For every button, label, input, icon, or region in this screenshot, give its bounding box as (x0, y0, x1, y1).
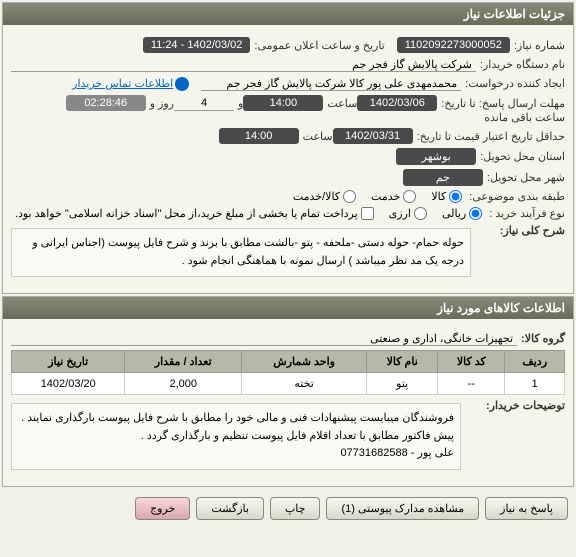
desc-label: شرح کلی نیاز: (475, 224, 565, 237)
cell-qty: 2,000 (125, 373, 242, 395)
buyer-notes-label: توضیحات خریدار: (465, 399, 565, 412)
cat-both-option[interactable]: کالا/خدمت (293, 190, 359, 203)
contact-link[interactable]: اطلاعات تماس خریدار (72, 77, 173, 90)
proc-rial-radio[interactable] (469, 207, 482, 220)
saat-label-2: ساعت (303, 130, 333, 143)
credit-label: حداقل تاریخ اعتبار قیمت تا تاریخ: (417, 130, 565, 143)
group-value (11, 331, 517, 346)
cell-unit: تخته (242, 373, 367, 395)
desc-text: حوله حمام- حوله دستی -ملحفه - پتو -بالشت… (11, 228, 471, 277)
payment-note-text: پرداخت تمام یا بخشی از مبلغ خرید،از محل … (15, 207, 358, 220)
niaz-no-label: شماره نیاز: (514, 39, 565, 52)
announce-label: تاریخ و ساعت اعلان عمومی: (254, 39, 384, 52)
credit-date: 1402/03/31 (333, 128, 413, 144)
remaining-suffix: ساعت باقی مانده (484, 111, 565, 124)
cell-code: -- (438, 373, 505, 395)
main-panel: جزئیات اطلاعات نیاز شماره نیاز: 11020922… (2, 2, 574, 294)
exit-button[interactable]: خروج (135, 497, 190, 520)
proc-arz-option[interactable]: ارزی (389, 207, 430, 220)
items-header: اطلاعات کالاهای مورد نیاز (3, 297, 573, 319)
province-label: استان محل تحویل: (480, 150, 565, 163)
th-date: تاریخ نیاز (12, 351, 125, 373)
deadline-date: 1402/03/06 (357, 95, 437, 111)
payment-checkbox[interactable] (361, 207, 374, 220)
print-button[interactable]: چاپ (270, 497, 321, 520)
th-qty: تعداد / مقدار (125, 351, 242, 373)
th-code: کد کالا (438, 351, 505, 373)
cat-both-radio[interactable] (343, 190, 356, 203)
va-label: و (238, 97, 243, 110)
cell-r: 1 (505, 373, 565, 395)
credit-time: 14:00 (219, 128, 299, 144)
button-row: پاسخ به نیاز مشاهده مدارک پیوستی (1) چاپ… (0, 489, 576, 528)
announce-value: 1402/03/02 - 11:24 (143, 37, 251, 53)
requester-label: ایجاد کننده درخواست: (465, 77, 565, 90)
buyer-label: نام دستگاه خریدار: (480, 58, 565, 71)
th-row: ردیف (505, 351, 565, 373)
days-value (174, 96, 234, 111)
table-header-row: ردیف کد کالا نام کالا واحد شمارش تعداد /… (12, 351, 565, 373)
cat-both-text: کالا/خدمت (293, 190, 340, 203)
cat-khadamat-option[interactable]: خدمت (371, 190, 419, 203)
cell-date: 1402/03/20 (12, 373, 125, 395)
panel-title: جزئیات اطلاعات نیاز (3, 3, 573, 25)
buyer-value (11, 57, 476, 72)
cat-kala-option[interactable]: کالا (431, 190, 465, 203)
items-panel: اطلاعات کالاهای مورد نیاز گروه کالا: ردی… (2, 296, 574, 487)
cat-kala-radio[interactable] (449, 190, 462, 203)
city-value: جم (403, 169, 483, 186)
th-name: نام کالا (367, 351, 438, 373)
requester-value (201, 76, 461, 91)
proc-rial-text: ریالی (442, 207, 466, 220)
items-body: گروه کالا: ردیف کد کالا نام کالا واحد شم… (3, 319, 573, 486)
process-label: نوع فرآیند خرید : (489, 207, 565, 220)
city-label: شهر محل تحویل: (487, 171, 565, 184)
cat-khadamat-radio[interactable] (403, 190, 416, 203)
deadline-label: مهلت ارسال پاسخ: تا تاریخ: (441, 97, 565, 110)
province-value: بوشهر (396, 148, 476, 165)
cell-name: پتو (367, 373, 438, 395)
remaining-time: 02:28:46 (66, 95, 146, 111)
buyer-notes-text: فروشندگان میبایست پیشنهادات فنی و مالی خ… (11, 403, 461, 470)
saat-label-1: ساعت (327, 97, 357, 110)
proc-arz-radio[interactable] (414, 207, 427, 220)
category-label: طبقه بندی موضوعی: (469, 190, 565, 203)
proc-rial-option[interactable]: ریالی (442, 207, 485, 220)
th-unit: واحد شمارش (242, 351, 367, 373)
reply-button[interactable]: پاسخ به نیاز (485, 497, 568, 520)
cat-khadamat-text: خدمت (371, 190, 400, 203)
attachments-button[interactable]: مشاهده مدارک پیوستی (1) (326, 497, 479, 520)
items-table: ردیف کد کالا نام کالا واحد شمارش تعداد /… (11, 350, 565, 395)
rooz-label: روز و (150, 97, 174, 110)
contact-icon (175, 77, 189, 91)
deadline-time: 14:00 (243, 95, 323, 111)
payment-note-option[interactable]: پرداخت تمام یا بخشی از مبلغ خرید،از محل … (15, 207, 377, 220)
niaz-no-value: 1102092273000052 (397, 37, 510, 53)
cat-kala-text: کالا (431, 190, 446, 203)
table-row[interactable]: 1 -- پتو تخته 2,000 1402/03/20 (12, 373, 565, 395)
proc-arz-text: ارزی (389, 207, 411, 220)
back-button[interactable]: بازگشت (196, 497, 264, 520)
group-label: گروه کالا: (521, 332, 565, 345)
info-body: شماره نیاز: 1102092273000052 تاریخ و ساع… (3, 25, 573, 293)
